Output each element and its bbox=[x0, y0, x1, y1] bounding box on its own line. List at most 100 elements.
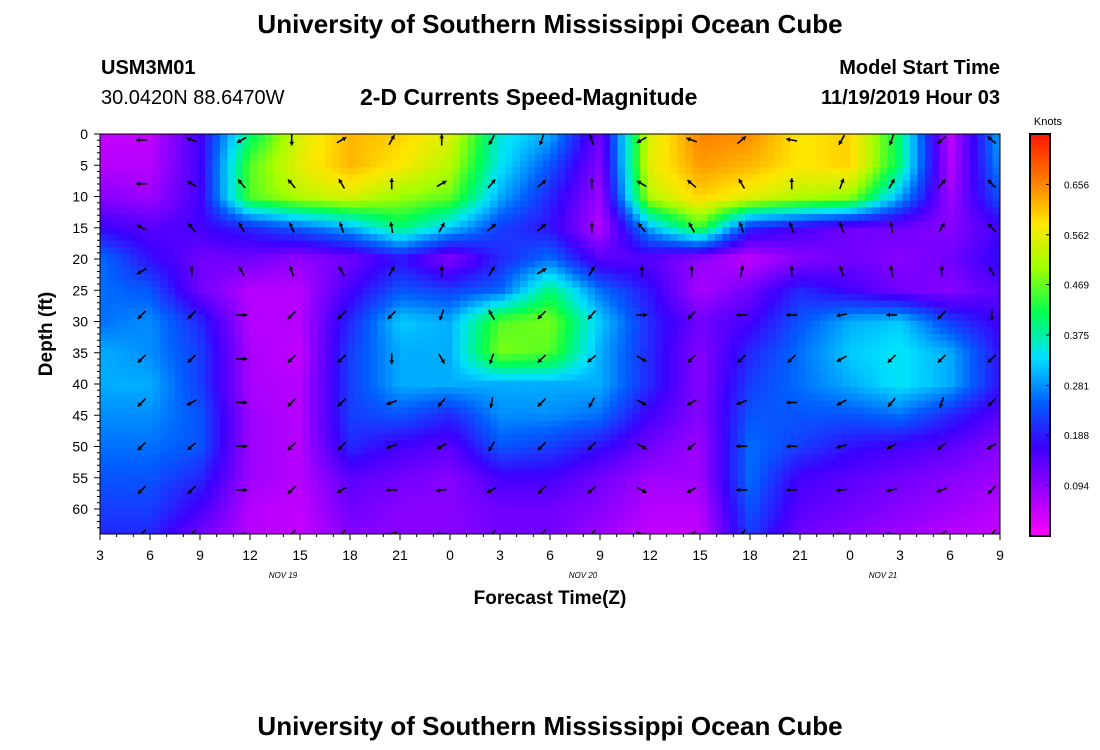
heatmap-cell bbox=[407, 360, 416, 368]
heatmap-cell bbox=[880, 220, 889, 228]
heatmap-cell bbox=[985, 380, 994, 388]
heatmap-cell bbox=[430, 374, 439, 382]
heatmap-cell bbox=[842, 294, 851, 302]
heatmap-cell bbox=[437, 207, 446, 215]
heatmap-cell bbox=[827, 354, 836, 362]
heatmap-cell bbox=[272, 400, 281, 408]
heatmap-cell bbox=[767, 234, 776, 242]
heatmap-cell bbox=[580, 407, 589, 415]
heatmap-cell bbox=[647, 234, 656, 242]
heatmap-cell bbox=[175, 174, 184, 182]
heatmap-cell bbox=[962, 160, 971, 168]
heatmap-cell bbox=[647, 247, 656, 255]
heatmap-cell bbox=[355, 387, 364, 395]
heatmap-cell bbox=[557, 380, 566, 388]
heatmap-cell bbox=[715, 187, 724, 195]
heatmap-cell bbox=[782, 200, 791, 208]
heatmap-cell bbox=[812, 347, 821, 355]
heatmap-cell bbox=[497, 147, 506, 155]
heatmap-cell bbox=[332, 280, 341, 288]
heatmap-cell bbox=[512, 407, 521, 415]
heatmap-cell bbox=[415, 220, 424, 228]
heatmap-cell bbox=[737, 274, 746, 282]
heatmap-cell bbox=[677, 220, 686, 228]
heatmap-cell bbox=[707, 147, 716, 155]
heatmap-cell bbox=[730, 280, 739, 288]
heatmap-cell bbox=[377, 280, 386, 288]
heatmap-cell bbox=[902, 327, 911, 335]
heatmap-cell bbox=[505, 380, 514, 388]
heatmap-cell bbox=[392, 287, 401, 295]
heatmap-cell bbox=[827, 360, 836, 368]
heatmap-cell bbox=[190, 400, 199, 408]
heatmap-cell bbox=[857, 214, 866, 222]
heatmap-cell bbox=[497, 140, 506, 148]
heatmap-cell bbox=[115, 187, 124, 195]
heatmap-cell bbox=[970, 327, 979, 335]
heatmap-cell bbox=[160, 214, 169, 222]
heatmap-cell bbox=[715, 400, 724, 408]
heatmap-cell bbox=[205, 220, 214, 228]
heatmap-cell bbox=[347, 327, 356, 335]
heatmap-cell bbox=[535, 360, 544, 368]
heatmap-cell bbox=[895, 260, 904, 268]
heatmap-cell bbox=[527, 240, 536, 248]
heatmap-cell bbox=[902, 240, 911, 248]
heatmap-cell bbox=[797, 214, 806, 222]
heatmap-cell bbox=[872, 167, 881, 175]
heatmap-cell bbox=[220, 187, 229, 195]
heatmap-cell bbox=[340, 354, 349, 362]
heatmap-cell bbox=[580, 254, 589, 262]
heatmap-cell bbox=[490, 394, 499, 402]
heatmap-cell bbox=[625, 200, 634, 208]
heatmap-cell bbox=[167, 240, 176, 248]
heatmap-cell bbox=[587, 247, 596, 255]
heatmap-cell bbox=[670, 274, 679, 282]
heatmap-cell bbox=[520, 134, 529, 142]
heatmap-cell bbox=[947, 140, 956, 148]
heatmap-cell bbox=[520, 140, 529, 148]
heatmap-cell bbox=[917, 294, 926, 302]
heatmap-cell bbox=[220, 394, 229, 402]
heatmap-cell bbox=[625, 167, 634, 175]
heatmap-cell bbox=[115, 287, 124, 295]
heatmap-cell bbox=[850, 207, 859, 215]
heatmap-cell bbox=[542, 327, 551, 335]
heatmap-cell bbox=[602, 374, 611, 382]
heatmap-cell bbox=[137, 214, 146, 222]
heatmap-cell bbox=[872, 140, 881, 148]
heatmap-cell bbox=[880, 354, 889, 362]
heatmap-cell bbox=[917, 354, 926, 362]
heatmap-cell bbox=[700, 147, 709, 155]
heatmap-cell bbox=[145, 347, 154, 355]
heatmap-cell bbox=[647, 240, 656, 248]
heatmap-cell bbox=[782, 247, 791, 255]
heatmap-cell bbox=[475, 214, 484, 222]
heatmap-cell bbox=[550, 200, 559, 208]
heatmap-cell bbox=[415, 407, 424, 415]
heatmap-cell bbox=[310, 314, 319, 322]
heatmap-cell bbox=[490, 307, 499, 315]
heatmap-cell bbox=[265, 320, 274, 328]
heatmap-cell bbox=[152, 400, 161, 408]
heatmap-cell bbox=[250, 287, 259, 295]
heatmap-cell bbox=[910, 167, 919, 175]
heatmap-cell bbox=[272, 394, 281, 402]
heatmap-cell bbox=[347, 320, 356, 328]
heatmap-cell bbox=[107, 180, 116, 188]
heatmap-cell bbox=[565, 247, 574, 255]
heatmap-cell bbox=[250, 200, 259, 208]
heatmap-cell bbox=[475, 174, 484, 182]
heatmap-cell bbox=[212, 134, 221, 142]
heatmap-cell bbox=[887, 234, 896, 242]
heatmap-cell bbox=[572, 300, 581, 308]
heatmap-cell bbox=[317, 234, 326, 242]
heatmap-cell bbox=[542, 180, 551, 188]
heatmap-cell bbox=[617, 380, 626, 388]
heatmap-cell bbox=[820, 167, 829, 175]
heatmap-cell bbox=[467, 200, 476, 208]
heatmap-cell bbox=[610, 307, 619, 315]
heatmap-cell bbox=[362, 287, 371, 295]
heatmap-cell bbox=[565, 154, 574, 162]
heatmap-cell bbox=[925, 394, 934, 402]
